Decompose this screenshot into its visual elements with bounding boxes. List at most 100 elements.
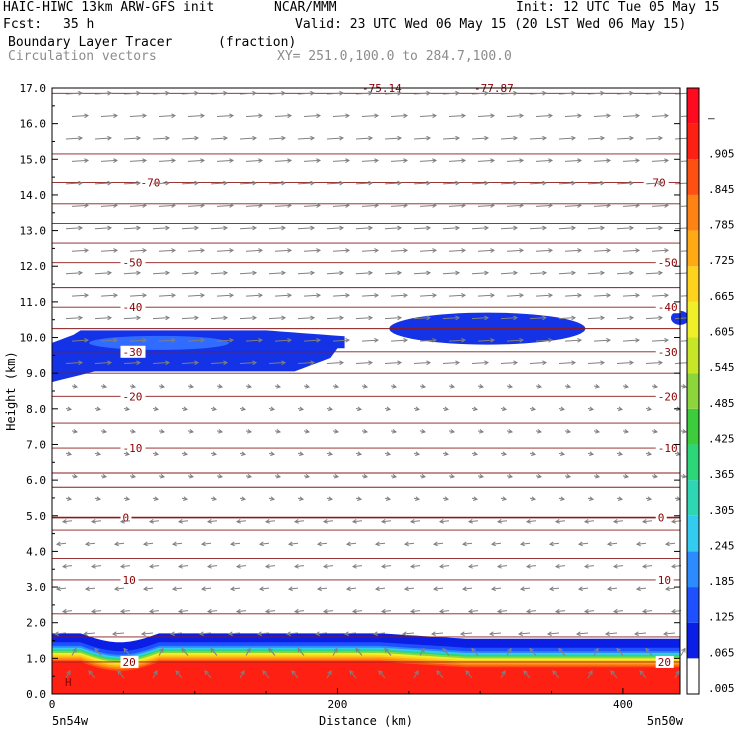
vector-arrow-head	[117, 670, 122, 675]
vector-arrow-head	[529, 647, 534, 653]
vector-arrow-head	[177, 608, 183, 614]
vector-arrow	[616, 182, 634, 185]
vector-arrow	[323, 565, 334, 568]
vector-arrow-head	[73, 428, 79, 434]
vector-arrow	[448, 159, 466, 162]
vector-arrow-head	[426, 315, 432, 321]
colorbar-swatch	[687, 515, 699, 552]
left-endpoint: 5n54w	[52, 714, 89, 728]
vector-arrow-head	[647, 496, 653, 501]
vector-arrow	[94, 317, 112, 320]
vector-arrow-head	[142, 248, 148, 253]
vector-arrow	[259, 542, 270, 545]
vector-arrow	[315, 632, 328, 635]
vector-arrow	[381, 610, 392, 613]
isotherm-label: -50	[658, 257, 678, 270]
vector-arrow	[442, 182, 460, 185]
y-tick-label: 10.0	[20, 332, 47, 345]
vector-arrow	[239, 92, 257, 95]
vector-arrow	[187, 339, 205, 342]
vector-arrow	[645, 137, 663, 140]
vector-arrow-head	[183, 496, 189, 501]
vector-arrow	[201, 542, 212, 545]
vector-arrow	[384, 137, 402, 140]
vector-arrow-head	[314, 631, 320, 637]
isotherm-label-bg	[655, 442, 681, 455]
vector-arrow	[471, 137, 489, 140]
vector-arrow	[201, 587, 212, 590]
vector-arrow	[448, 294, 466, 297]
colorbar-label: .185	[708, 575, 735, 588]
vector-arrow	[158, 249, 176, 252]
vector-arrow	[352, 610, 363, 613]
vector-arrow-head	[554, 608, 560, 614]
vector-arrow-head	[183, 451, 189, 457]
vector-arrow-head	[142, 586, 148, 592]
vector-arrow	[117, 670, 125, 679]
vector-arrow	[257, 632, 270, 635]
vector-arrow-head	[426, 180, 432, 186]
vector-arrow-head	[258, 113, 264, 119]
vector-arrow-head	[227, 631, 233, 637]
vector-arrow-head	[200, 113, 206, 119]
vector-arrow-head	[519, 337, 525, 343]
vector-arrow-head	[194, 360, 200, 366]
y-tick-label: 6.0	[26, 474, 46, 487]
vector-arrow-head	[397, 135, 403, 141]
vector-arrow-head	[635, 337, 641, 343]
vector-arrow-head	[200, 337, 206, 343]
vector-arrow-head	[264, 608, 270, 614]
isotherm-label: 10	[123, 574, 136, 587]
vector-arrow	[390, 294, 408, 297]
vector-arrow	[181, 137, 199, 140]
vector-arrow-head	[258, 293, 264, 298]
vector-arrow-head	[281, 360, 287, 366]
vector-arrow-head	[633, 631, 639, 637]
vector-arrow	[71, 204, 89, 207]
vector-arrow	[114, 587, 125, 590]
vector-arrow-head	[450, 428, 456, 434]
vector-arrow	[361, 204, 379, 207]
vector-arrow-head	[647, 451, 653, 457]
vector-arrow-head	[372, 631, 378, 637]
vector-arrow-head	[380, 519, 386, 524]
valid-time: Valid: 23 UTC Wed 06 May 15 (20 LST Wed …	[295, 17, 687, 32]
vector-arrow-head	[374, 203, 380, 208]
vector-arrow-head	[316, 293, 322, 298]
vector-arrow-head	[55, 586, 61, 592]
vector-arrow-head	[554, 563, 560, 569]
vector-arrow-head	[583, 563, 589, 569]
vector-arrow-head	[392, 384, 398, 389]
vector-arrow	[402, 632, 415, 635]
axes: 0.0 1.0 2.0 3.0 4.0 5.0 6.0 7.0 8.0 9.0 10.0 11.0 12…	[4, 82, 684, 728]
vector-arrow-head	[285, 631, 291, 637]
vector-arrow-head	[252, 270, 258, 276]
vector-arrow	[94, 92, 112, 95]
isotherm-label: -10	[123, 442, 143, 455]
vector-arrow	[651, 204, 669, 207]
vector-arrow-head	[471, 647, 476, 653]
vector-arrow	[323, 610, 334, 613]
vector-arrow-head	[194, 135, 200, 141]
vector-arrow-head	[258, 203, 264, 208]
vector-arrow-head	[490, 248, 496, 253]
vector-arrow-head	[432, 113, 438, 119]
vector-arrow	[645, 362, 663, 365]
vector-arrow	[651, 294, 669, 297]
vector-arrow-head	[461, 541, 467, 547]
vector-arrow-head	[635, 158, 641, 163]
vector-arrow-head	[310, 360, 316, 366]
vector-arrow-head	[571, 360, 577, 366]
vector-arrow-head	[484, 225, 490, 231]
vector-arrow-head	[664, 158, 670, 163]
isotherm-label-bg	[120, 573, 139, 586]
vector-arrow-head	[78, 225, 84, 231]
isotherm-label: 10	[658, 574, 671, 587]
vector-arrow	[636, 542, 647, 545]
vector-arrow	[593, 115, 611, 118]
vector-arrow-head	[508, 428, 514, 434]
vector-arrow-head	[212, 496, 218, 501]
vector-arrow	[94, 182, 112, 185]
vector-arrow-head	[88, 670, 93, 675]
vector-arrow	[593, 339, 611, 342]
